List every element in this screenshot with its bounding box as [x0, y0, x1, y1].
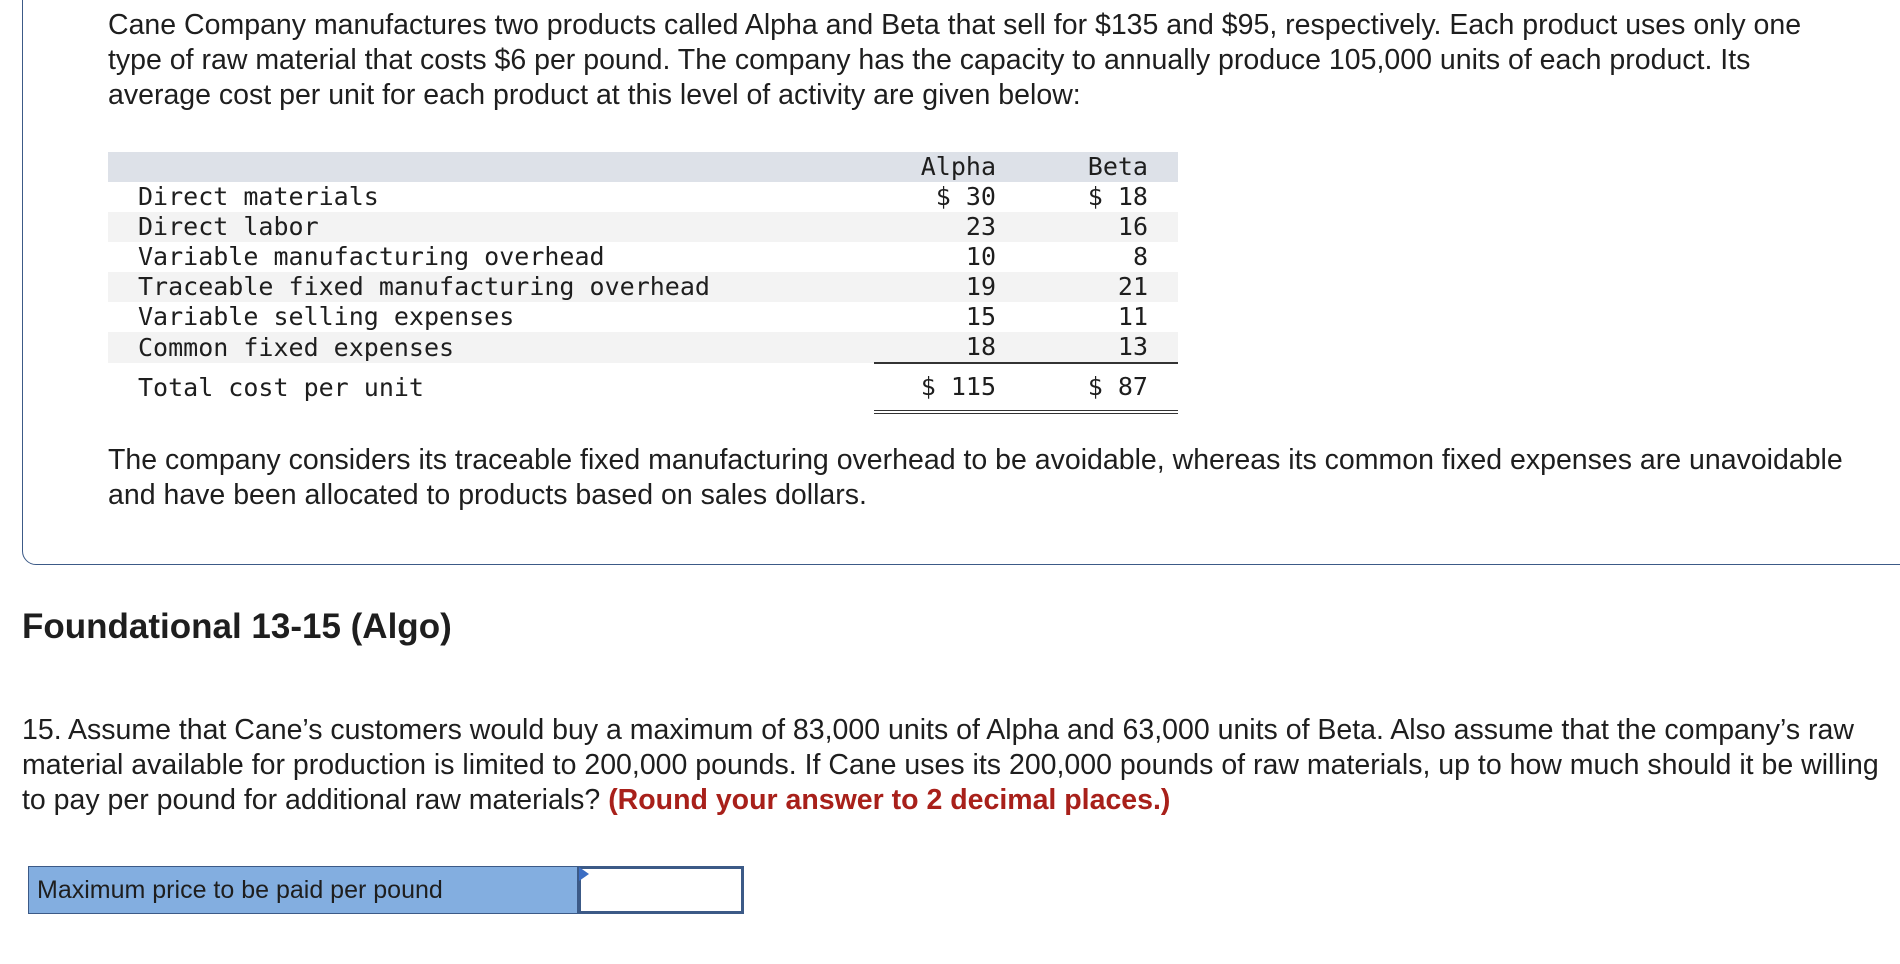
- overhead-note: The company considers its traceable fixe…: [108, 444, 1843, 511]
- beta-value: 21: [1117, 272, 1148, 301]
- cost-table: Alpha Beta Direct materials $ 30 $ 18 Di…: [108, 152, 1178, 414]
- question-text: 15. Assume that Cane’s customers would b…: [22, 713, 1882, 818]
- max-price-input[interactable]: [579, 867, 743, 913]
- problem-intro: Cane Company manufactures two products c…: [108, 9, 1802, 111]
- answer-label: Maximum price to be paid per pound: [29, 867, 579, 913]
- beta-value: 11: [1117, 302, 1148, 331]
- table-header-row: Alpha Beta: [108, 152, 1178, 182]
- beta-value: 16: [1117, 212, 1148, 241]
- table-row: Common fixed expenses 18 13: [108, 332, 1178, 364]
- beta-value: 8: [1132, 242, 1148, 271]
- alpha-value: 10: [965, 242, 996, 271]
- alpha-value: $ 30: [935, 182, 996, 211]
- section-title: Foundational 13-15 (Algo): [22, 607, 452, 646]
- header-alpha: Alpha: [920, 152, 996, 181]
- alpha-value: 19: [965, 272, 996, 301]
- total-row: Total cost per unit $ 115 $ 87: [108, 363, 1178, 414]
- row-label: Direct materials: [138, 182, 379, 211]
- rounding-instruction: (Round your answer to 2 decimal places.): [608, 784, 1171, 816]
- question-body: 15. Assume that Cane’s customers would b…: [22, 714, 1879, 816]
- flag-corner-icon: [579, 867, 589, 881]
- alpha-value: 18: [874, 332, 1026, 364]
- beta-value: $ 18: [1087, 182, 1148, 211]
- table-row: Variable selling expenses 15 11: [108, 302, 1178, 332]
- row-label: Variable selling expenses: [138, 302, 515, 331]
- header-blank: [108, 152, 874, 182]
- table-row: Variable manufacturing overhead 10 8: [108, 242, 1178, 272]
- table-row: Traceable fixed manufacturing overhead 1…: [108, 272, 1178, 302]
- answer-row: Maximum price to be paid per pound: [28, 866, 744, 914]
- table-row: Direct labor 23 16: [108, 212, 1178, 242]
- row-label: Common fixed expenses: [138, 332, 455, 362]
- total-alpha: $ 115: [874, 363, 1026, 414]
- alpha-value: 15: [965, 302, 996, 331]
- header-beta: Beta: [1087, 152, 1148, 181]
- row-label: Variable manufacturing overhead: [138, 242, 605, 271]
- table-row: Direct materials $ 30 $ 18: [108, 182, 1178, 212]
- total-label: Total cost per unit: [138, 372, 424, 402]
- total-beta: $ 87: [1026, 363, 1178, 414]
- beta-value: 13: [1026, 332, 1178, 364]
- alpha-value: 23: [965, 212, 996, 241]
- row-label: Direct labor: [138, 212, 319, 241]
- intro-card: [22, 0, 1900, 565]
- row-label: Traceable fixed manufacturing overhead: [138, 272, 710, 301]
- answer-input-wrap: [579, 867, 743, 913]
